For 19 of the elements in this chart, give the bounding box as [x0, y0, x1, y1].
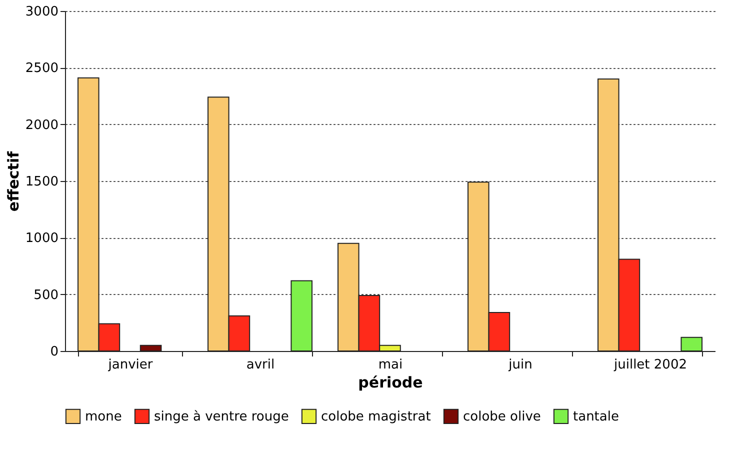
- y-tick-label: 1000: [25, 231, 58, 246]
- y-tick-label: 0: [50, 344, 58, 360]
- y-tick-label: 3000: [25, 4, 58, 20]
- x-tick-label: juillet 2002: [613, 358, 687, 372]
- y-tick-label: 2500: [25, 61, 58, 76]
- x-tick-label: avril: [246, 358, 275, 372]
- legend-label: tantale: [573, 409, 619, 424]
- y-tick-label: 1500: [25, 174, 58, 190]
- x-axis-title: période: [358, 374, 423, 392]
- x-tick-label: juin: [508, 358, 532, 372]
- legend-label: singe à ventre rouge: [154, 409, 289, 424]
- legend-label: colobe magistrat: [321, 409, 431, 424]
- y-axis-title: effectif: [4, 150, 22, 212]
- legend-label: colobe olive: [463, 409, 541, 424]
- x-tick-label: mai: [378, 358, 403, 372]
- x-tick-label: janvier: [107, 358, 154, 372]
- legend-label: mone: [85, 409, 122, 424]
- y-tick-label: 2000: [25, 118, 58, 133]
- y-tick-label: 500: [34, 288, 58, 303]
